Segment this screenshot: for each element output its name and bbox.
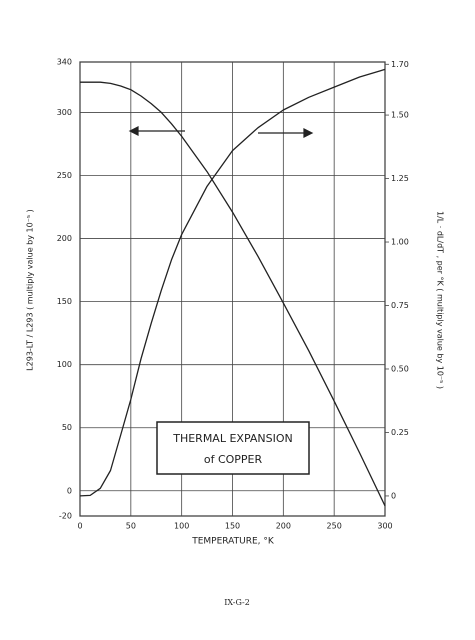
x-tick-label: 50 xyxy=(126,522,136,531)
y-tick-label: -20 xyxy=(59,512,72,521)
x-axis-label: TEMPERATURE, °K xyxy=(191,537,275,547)
arrows xyxy=(128,126,314,138)
chart-subtitle: of COPPER xyxy=(204,453,263,466)
y2-tick-label: 1.50 xyxy=(391,111,409,120)
y2-tick-label: 1.00 xyxy=(391,238,409,247)
x-tick-label: 150 xyxy=(225,522,240,531)
page-label: IX-G-2 xyxy=(224,598,250,607)
y2-axis-label: 1/L · dL/dT , per °K ( multiply value by… xyxy=(436,211,445,389)
x-tick-label: 100 xyxy=(174,522,189,531)
y-tick-label: 200 xyxy=(57,234,72,243)
y-tick-label: 340 xyxy=(57,58,72,67)
y-tick-label: 100 xyxy=(57,360,72,369)
right-arrow-head xyxy=(303,128,314,138)
line-series xyxy=(80,81,386,507)
x-tick-label: 200 xyxy=(276,522,291,531)
y2-tick-label: 0.50 xyxy=(391,364,409,373)
y2-tick-label: 1.70 xyxy=(391,60,409,69)
y-axis-label: L293-LT / L293 ( multiply value by 10⁻⁵ … xyxy=(26,209,35,371)
line-series xyxy=(79,68,386,497)
curves xyxy=(79,68,386,507)
y2-tick-label: 0.25 xyxy=(391,428,409,437)
x-tick-label: 0 xyxy=(77,522,82,531)
y-tick-label: 50 xyxy=(62,423,72,432)
x-tick-label: 250 xyxy=(327,522,342,531)
y2-tick-label: 1.25 xyxy=(391,174,409,183)
left-arrow-head xyxy=(128,126,139,136)
title-box xyxy=(156,421,310,475)
y2-tick-label: 0 xyxy=(391,491,396,500)
chart-title: THERMAL EXPANSION xyxy=(172,432,293,445)
x-tick-label: 300 xyxy=(377,522,392,531)
y2-tick-label: 0.75 xyxy=(391,301,409,310)
y-tick-label: 300 xyxy=(57,108,72,117)
y-tick-label: 250 xyxy=(57,171,72,180)
y-tick-label: 150 xyxy=(57,297,72,306)
y-tick-label: 0 xyxy=(67,486,72,495)
